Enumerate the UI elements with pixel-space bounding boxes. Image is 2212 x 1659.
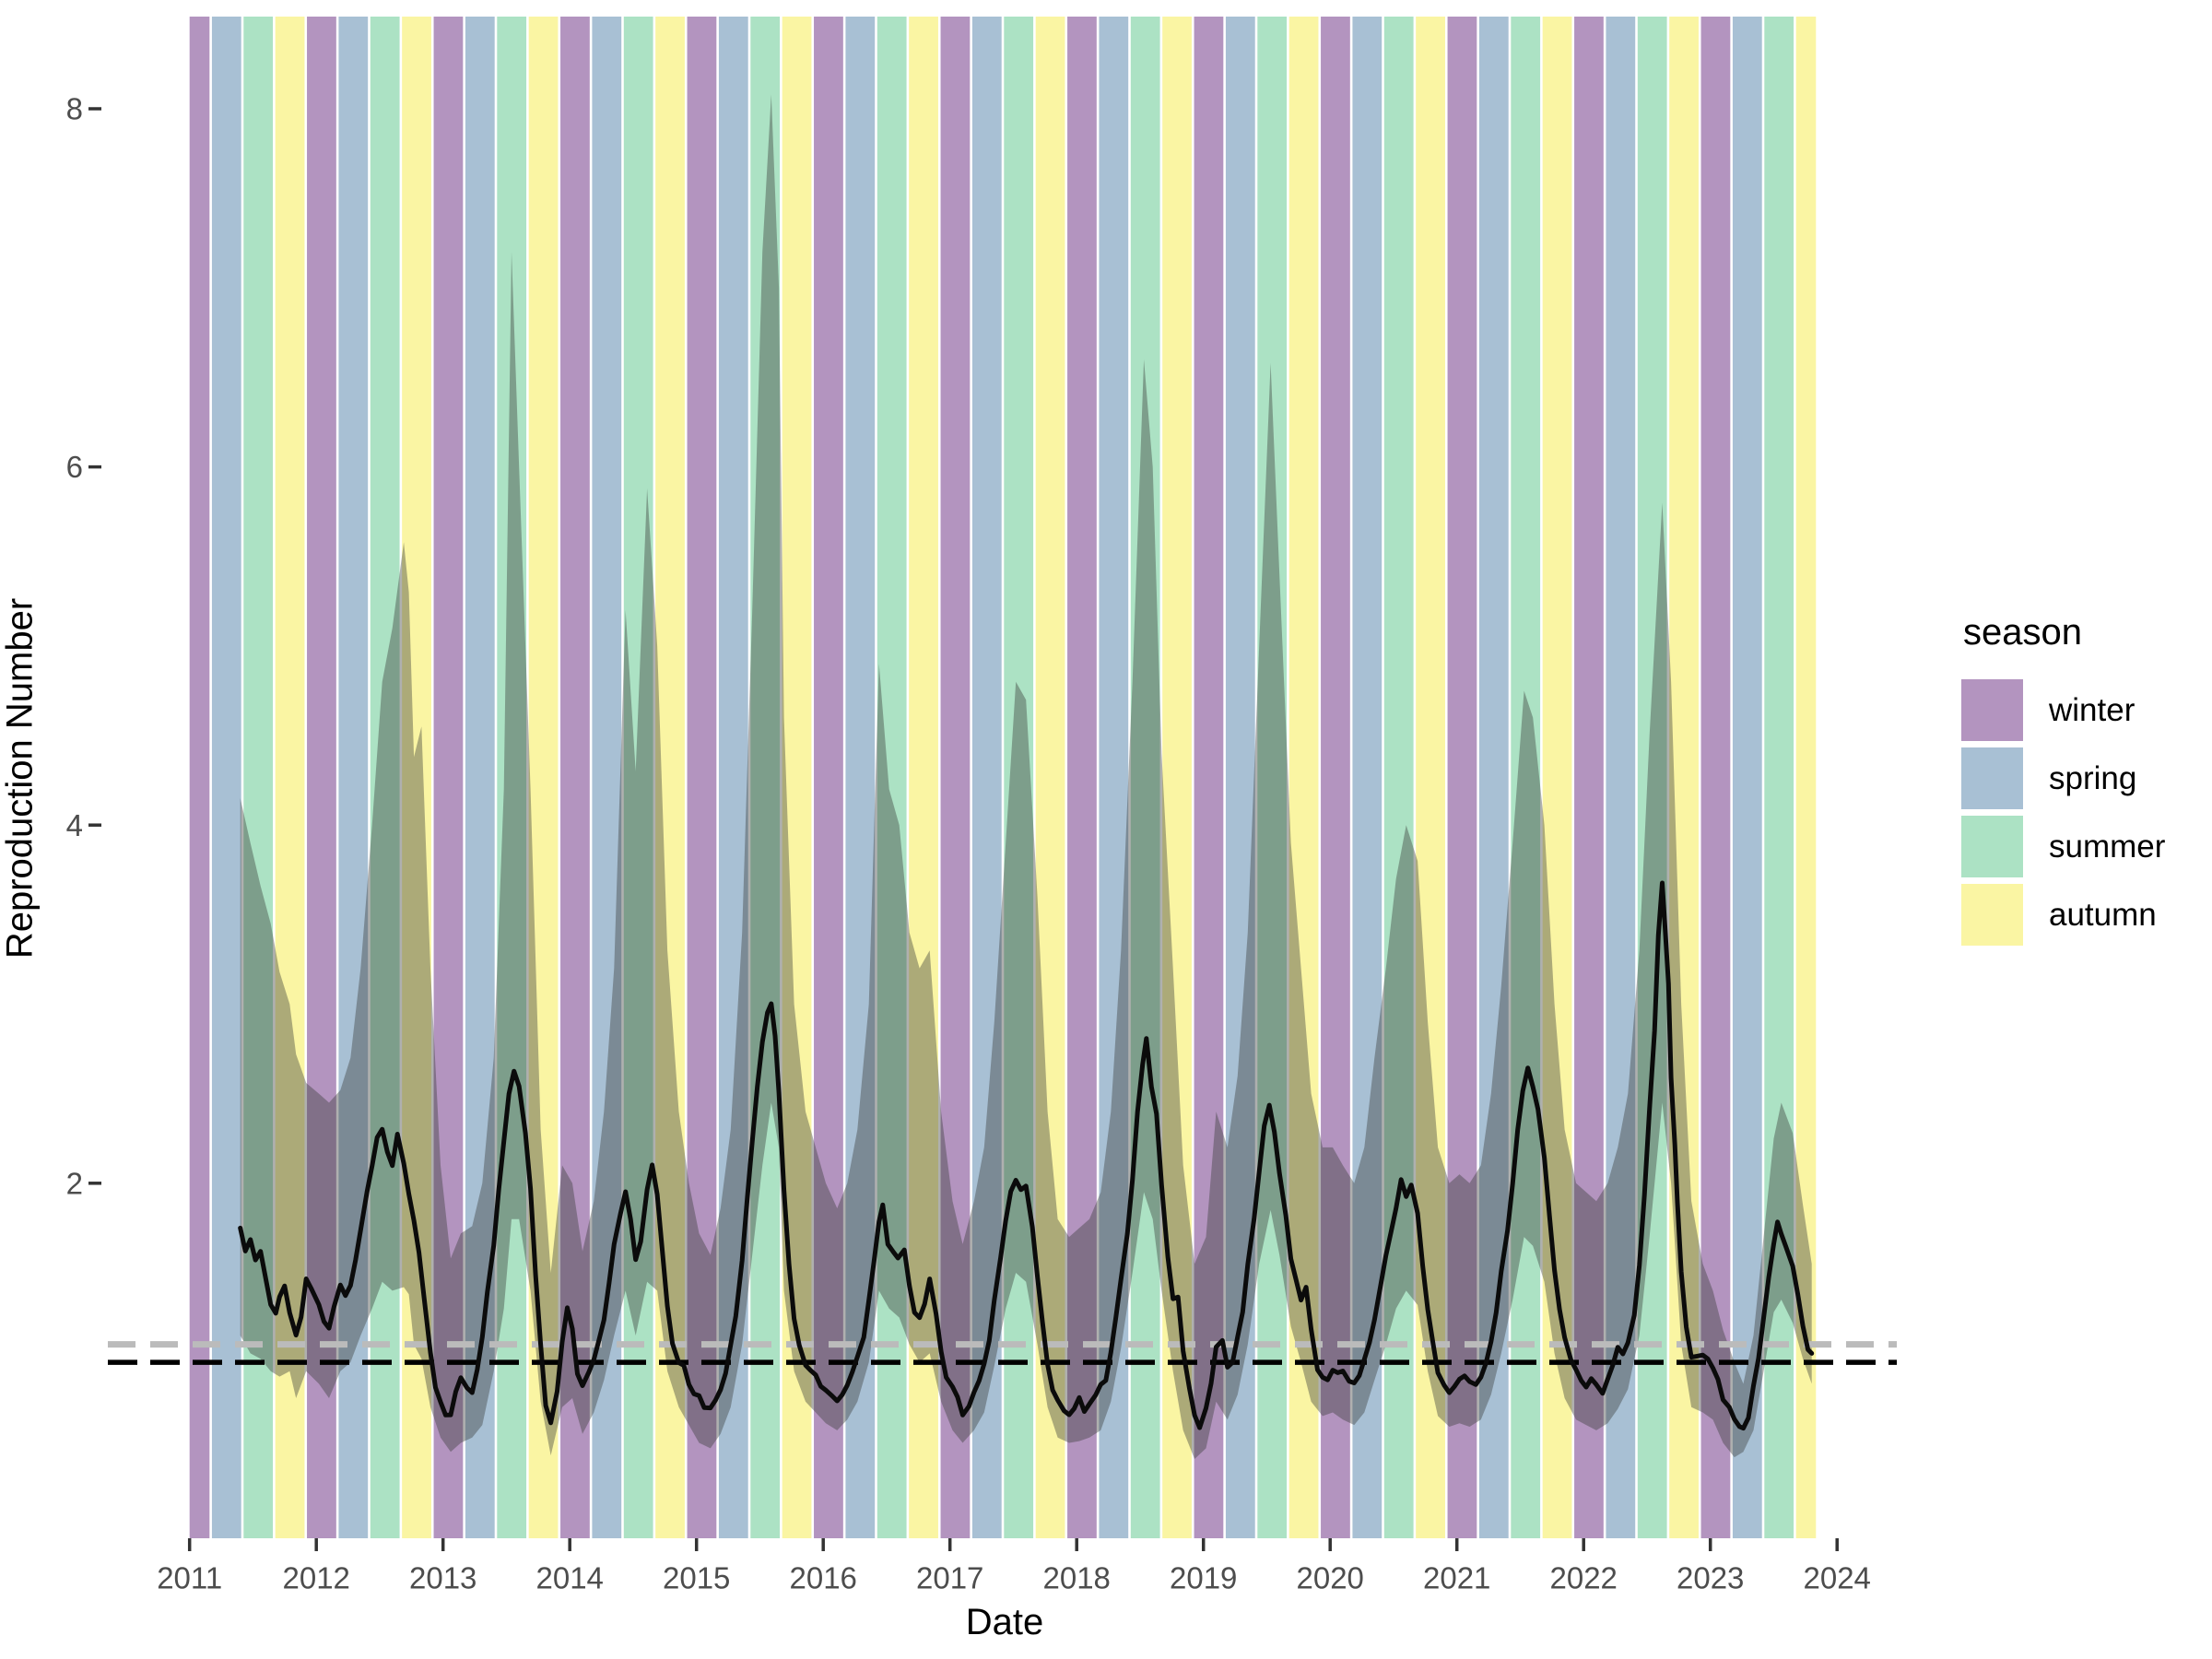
y-tick-label: 4	[66, 808, 83, 842]
season-band-autumn	[907, 17, 940, 1538]
season-band-spring	[1605, 17, 1637, 1538]
season-band-spring	[1477, 17, 1511, 1538]
x-tick-label: 2021	[1423, 1561, 1490, 1595]
y-tick-label: 6	[66, 450, 83, 484]
legend-label-autumn: autumn	[2049, 896, 2157, 933]
season-band-winter	[432, 17, 465, 1538]
season-band-winter	[559, 17, 592, 1538]
y-axis-title: Reproduction Number	[0, 597, 41, 959]
season-band-summer	[1129, 17, 1161, 1538]
legend-label-summer: summer	[2049, 828, 2166, 865]
x-tick-label: 2019	[1170, 1561, 1237, 1595]
x-tick-label: 2024	[1804, 1561, 1871, 1595]
x-axis-title: Date	[965, 1602, 1044, 1642]
season-band-winter	[939, 17, 971, 1538]
legend-item-winter: winter	[1961, 679, 2165, 741]
season-band-spring	[1098, 17, 1130, 1538]
x-tick-label: 2017	[916, 1561, 983, 1595]
season-band-summer	[369, 17, 401, 1538]
season-band-winter	[686, 17, 718, 1538]
legend-swatch-spring-icon	[1961, 747, 2023, 809]
legend: season winter spring summer autumn	[1961, 612, 2165, 952]
legend-swatch-summer-icon	[1961, 816, 2023, 877]
season-band-winter	[1319, 17, 1352, 1538]
season-band-autumn	[1794, 17, 1817, 1538]
x-tick-label: 2012	[282, 1561, 349, 1595]
season-band-autumn	[1160, 17, 1194, 1538]
season-band-autumn	[400, 17, 433, 1538]
season-band-winter	[1065, 17, 1099, 1538]
season-band-autumn	[1288, 17, 1320, 1538]
season-band-winter	[189, 17, 211, 1538]
season-band-summer	[622, 17, 654, 1538]
legend-title: season	[1963, 612, 2082, 653]
season-band-winter	[1572, 17, 1606, 1538]
x-tick-label: 2022	[1550, 1561, 1618, 1595]
season-band-winter	[1193, 17, 1225, 1538]
season-band-spring	[1351, 17, 1383, 1538]
y-tick-label: 2	[66, 1166, 83, 1200]
legend-item-summer: summer	[1961, 816, 2165, 877]
season-band-winter	[812, 17, 845, 1538]
season-band-summer	[1510, 17, 1542, 1538]
legend-item-autumn: autumn	[1961, 884, 2165, 946]
season-band-spring	[210, 17, 242, 1538]
season-band-summer	[1256, 17, 1288, 1538]
season-band-spring	[1224, 17, 1257, 1538]
legend-swatch-autumn-icon	[1961, 884, 2023, 946]
season-band-summer	[1003, 17, 1035, 1538]
season-band-spring	[717, 17, 749, 1538]
season-band-summer	[1636, 17, 1668, 1538]
season-band-summer	[876, 17, 908, 1538]
season-band-autumn	[781, 17, 813, 1538]
legend-swatch-winter-icon	[1961, 679, 2023, 741]
legend-label-spring: spring	[2049, 759, 2137, 796]
season-band-winter	[1700, 17, 1732, 1538]
season-band-autumn	[1414, 17, 1447, 1538]
x-tick-label: 2023	[1677, 1561, 1744, 1595]
x-tick-label: 2020	[1297, 1561, 1364, 1595]
season-band-winter	[1446, 17, 1478, 1538]
y-tick-label: 8	[66, 92, 83, 126]
season-band-summer	[495, 17, 528, 1538]
x-tick-label: 2011	[157, 1561, 222, 1595]
season-band-summer	[1382, 17, 1415, 1538]
x-tick-label: 2016	[789, 1561, 856, 1595]
season-band-summer	[748, 17, 782, 1538]
season-band-autumn	[527, 17, 559, 1538]
legend-label-winter: winter	[2049, 691, 2136, 728]
season-band-autumn	[653, 17, 687, 1538]
x-tick-label: 2015	[663, 1561, 730, 1595]
x-tick-label: 2014	[535, 1561, 603, 1595]
season-band-autumn	[274, 17, 306, 1538]
uncertainty-ribbon	[240, 94, 1812, 1459]
legend-item-spring: spring	[1961, 747, 2165, 809]
x-tick-label: 2018	[1043, 1561, 1111, 1595]
legend-items: winter spring summer autumn	[1961, 679, 2165, 946]
season-band-spring	[1731, 17, 1764, 1538]
x-tick-label: 2013	[409, 1561, 477, 1595]
rt-line	[238, 880, 1815, 1431]
